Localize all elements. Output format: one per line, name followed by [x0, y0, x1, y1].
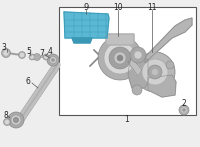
Polygon shape	[128, 58, 142, 76]
Circle shape	[29, 54, 35, 60]
Circle shape	[30, 55, 34, 59]
Circle shape	[109, 47, 131, 69]
Circle shape	[181, 107, 187, 113]
Circle shape	[44, 56, 48, 59]
Circle shape	[5, 120, 9, 124]
Polygon shape	[148, 75, 176, 97]
Circle shape	[4, 51, 8, 56]
Text: 6: 6	[26, 77, 30, 86]
Circle shape	[166, 61, 174, 69]
Text: 3: 3	[2, 42, 6, 51]
Polygon shape	[64, 12, 109, 38]
Polygon shape	[145, 18, 192, 63]
Text: 2: 2	[182, 100, 186, 108]
Circle shape	[47, 54, 59, 66]
Polygon shape	[106, 34, 134, 45]
Circle shape	[132, 85, 142, 95]
Circle shape	[50, 56, 57, 64]
Circle shape	[43, 54, 49, 60]
Circle shape	[18, 51, 26, 59]
Circle shape	[11, 115, 21, 125]
Text: 1: 1	[125, 116, 129, 125]
Text: 4: 4	[48, 46, 52, 56]
Circle shape	[114, 52, 126, 64]
Circle shape	[4, 118, 10, 126]
Circle shape	[20, 53, 24, 57]
Circle shape	[130, 47, 146, 63]
Circle shape	[2, 49, 10, 57]
Text: 9: 9	[83, 4, 89, 12]
Circle shape	[98, 36, 142, 80]
Text: 11: 11	[147, 4, 157, 12]
Circle shape	[148, 65, 162, 79]
Circle shape	[179, 105, 189, 115]
Text: 5: 5	[27, 46, 31, 56]
Text: 10: 10	[113, 4, 123, 12]
Polygon shape	[128, 58, 148, 88]
Polygon shape	[72, 38, 92, 43]
Circle shape	[182, 108, 186, 112]
Bar	[59, 7, 196, 115]
Circle shape	[117, 55, 123, 61]
Text: 7: 7	[40, 50, 44, 59]
Circle shape	[34, 54, 40, 61]
Circle shape	[104, 42, 136, 74]
Circle shape	[14, 117, 18, 122]
Circle shape	[52, 59, 54, 61]
Circle shape	[152, 69, 158, 75]
Circle shape	[8, 112, 24, 128]
Circle shape	[135, 52, 175, 92]
Circle shape	[142, 59, 168, 85]
Text: 8: 8	[4, 111, 8, 120]
Circle shape	[134, 51, 142, 59]
